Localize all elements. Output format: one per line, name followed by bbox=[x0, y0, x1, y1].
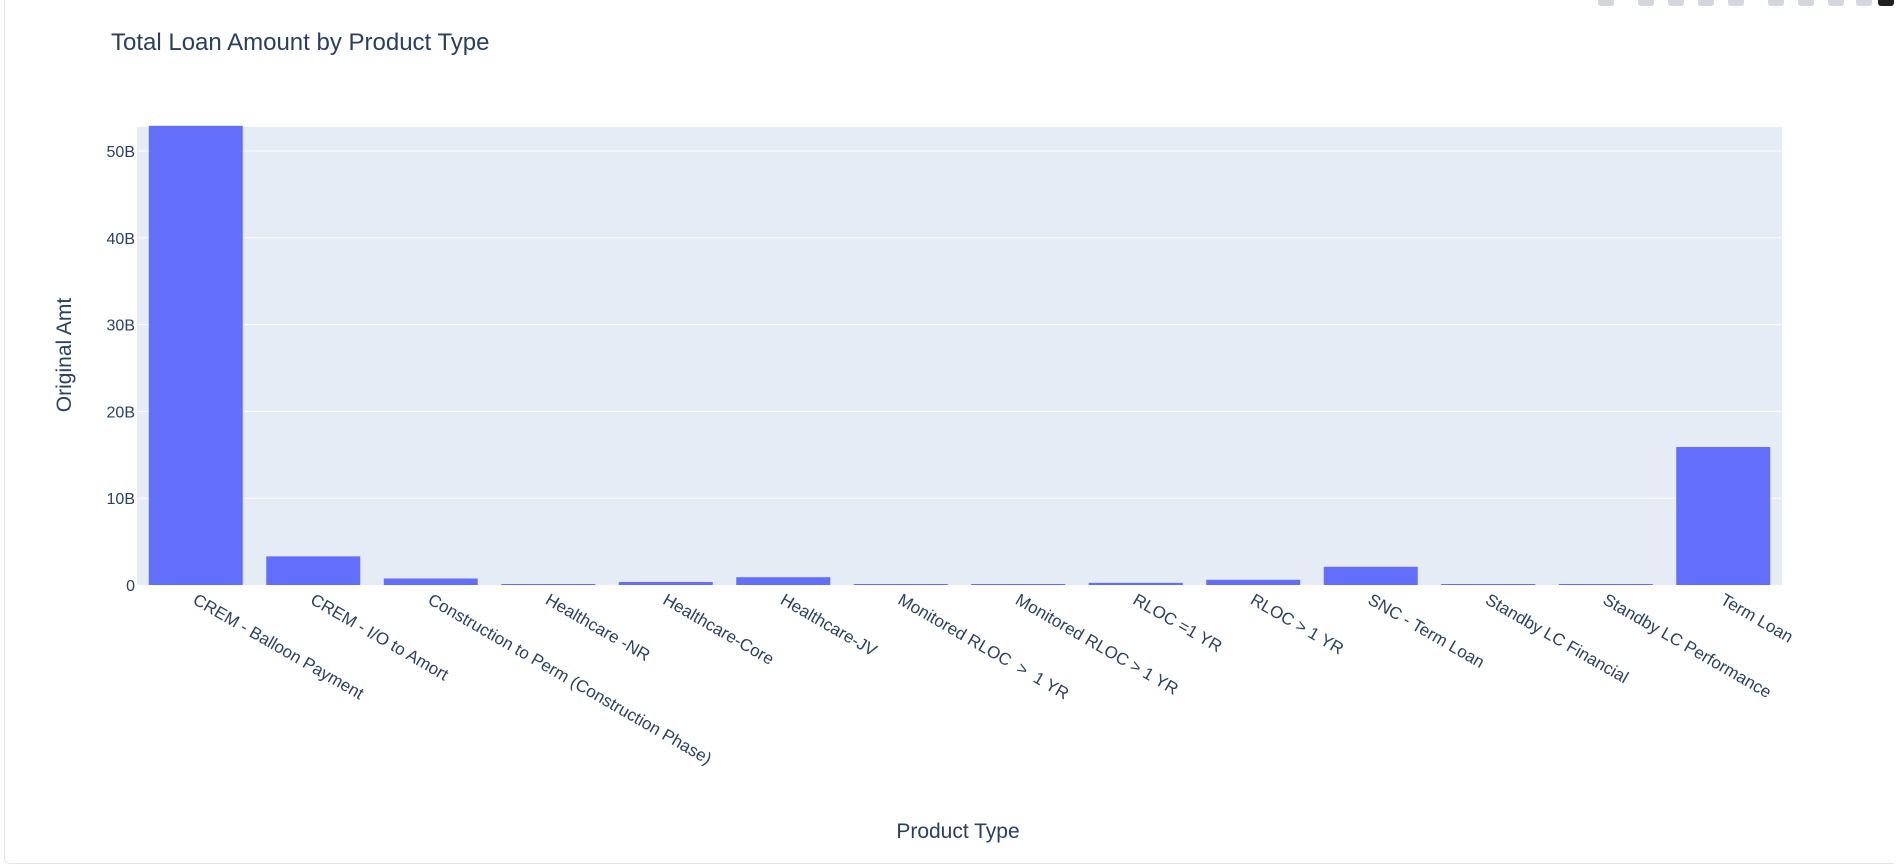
bars bbox=[148, 125, 1771, 585]
box-select-icon[interactable] bbox=[1698, 0, 1714, 6]
bar[interactable] bbox=[618, 581, 713, 585]
y-tick-label: 30B bbox=[107, 318, 135, 335]
bar[interactable] bbox=[1088, 582, 1183, 585]
x-tick-label: Term Loan bbox=[1717, 590, 1796, 647]
bar[interactable] bbox=[148, 125, 243, 585]
x-tick-label: RLOC > 1 YR bbox=[1247, 590, 1347, 659]
autoscale-icon[interactable] bbox=[1828, 0, 1844, 6]
bar[interactable] bbox=[971, 584, 1066, 585]
bar[interactable] bbox=[736, 577, 831, 585]
y-tick-label: 10B bbox=[107, 491, 135, 508]
x-axis-title: Product Type bbox=[896, 820, 1019, 843]
x-tick-label: RLOC =1 YR bbox=[1130, 590, 1226, 656]
bar[interactable] bbox=[853, 584, 948, 585]
bar[interactable] bbox=[266, 556, 361, 585]
y-tick-label: 40B bbox=[107, 231, 135, 248]
x-tick-label: Healthcare-JV bbox=[777, 590, 880, 661]
gridlines bbox=[137, 150, 1782, 499]
plotly-logo-icon[interactable] bbox=[1878, 0, 1894, 6]
bar[interactable] bbox=[383, 578, 478, 585]
chart-card bbox=[4, 0, 1894, 864]
camera-icon[interactable] bbox=[1598, 0, 1614, 6]
y-tick-label: 0 bbox=[126, 578, 135, 595]
y-tick-label: 20B bbox=[107, 404, 135, 421]
zoom-in-icon[interactable] bbox=[1768, 0, 1784, 6]
chart-title: Total Loan Amount by Product Type bbox=[111, 29, 489, 56]
plot-area bbox=[137, 127, 1782, 585]
bar[interactable] bbox=[1323, 566, 1418, 585]
x-tick-label: SNC - Term Loan bbox=[1365, 590, 1488, 672]
chart-modebar[interactable] bbox=[1474, 0, 1894, 8]
reset-axes-icon[interactable] bbox=[1856, 0, 1872, 6]
bar[interactable] bbox=[1206, 579, 1301, 585]
x-tick-label: Healthcare-Core bbox=[660, 590, 778, 669]
x-tick-label: Healthcare -NR bbox=[542, 590, 653, 665]
zoom-out-icon[interactable] bbox=[1798, 0, 1814, 6]
bar[interactable] bbox=[1441, 584, 1536, 585]
bar[interactable] bbox=[501, 584, 596, 585]
lasso-icon[interactable] bbox=[1728, 0, 1744, 6]
pan-icon[interactable] bbox=[1668, 0, 1684, 6]
y-tick-label: 50B bbox=[107, 144, 135, 161]
bar[interactable] bbox=[1558, 584, 1653, 585]
zoom-icon[interactable] bbox=[1638, 0, 1654, 6]
y-axis-title: Original Amt bbox=[53, 298, 76, 413]
bar[interactable] bbox=[1676, 446, 1771, 585]
y-tick-labels: 0 10B 20B 30B 40B 50B bbox=[107, 144, 136, 595]
